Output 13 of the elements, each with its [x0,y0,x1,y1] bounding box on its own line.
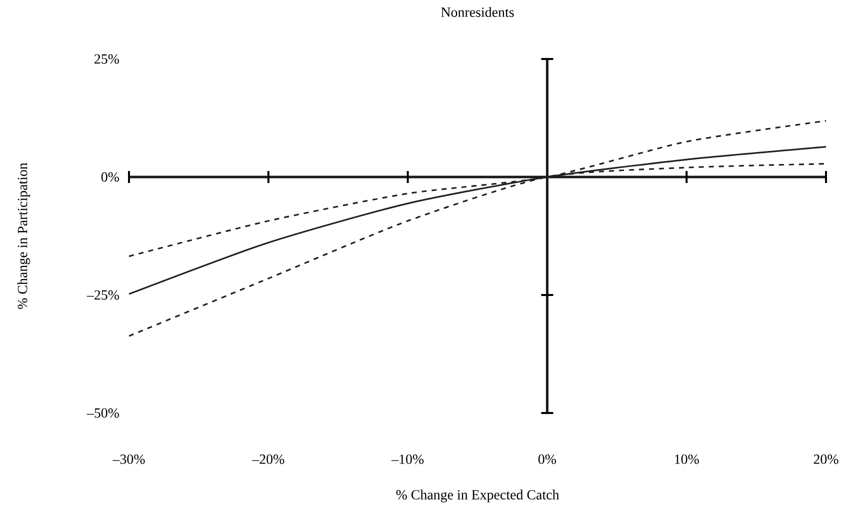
chart-title: Nonresidents [441,7,514,17]
x-tick-label: –20% [252,454,284,464]
x-tick-label: 20% [814,454,838,464]
x-tick-label: –10% [391,454,424,464]
y-axis-title: % Change in Participation [17,162,30,309]
x-tick-label: –30% [112,454,145,464]
x-axis-title: % Change in Expected Catch [396,490,560,502]
x-tick-label: 10% [675,454,699,464]
y-tick-label: 0% [101,172,119,182]
y-tick-label: –50% [86,408,119,418]
y-tick-label: –25% [86,290,119,300]
y-tick-label: 25% [94,54,119,64]
x-tick-label: 0% [538,454,556,464]
